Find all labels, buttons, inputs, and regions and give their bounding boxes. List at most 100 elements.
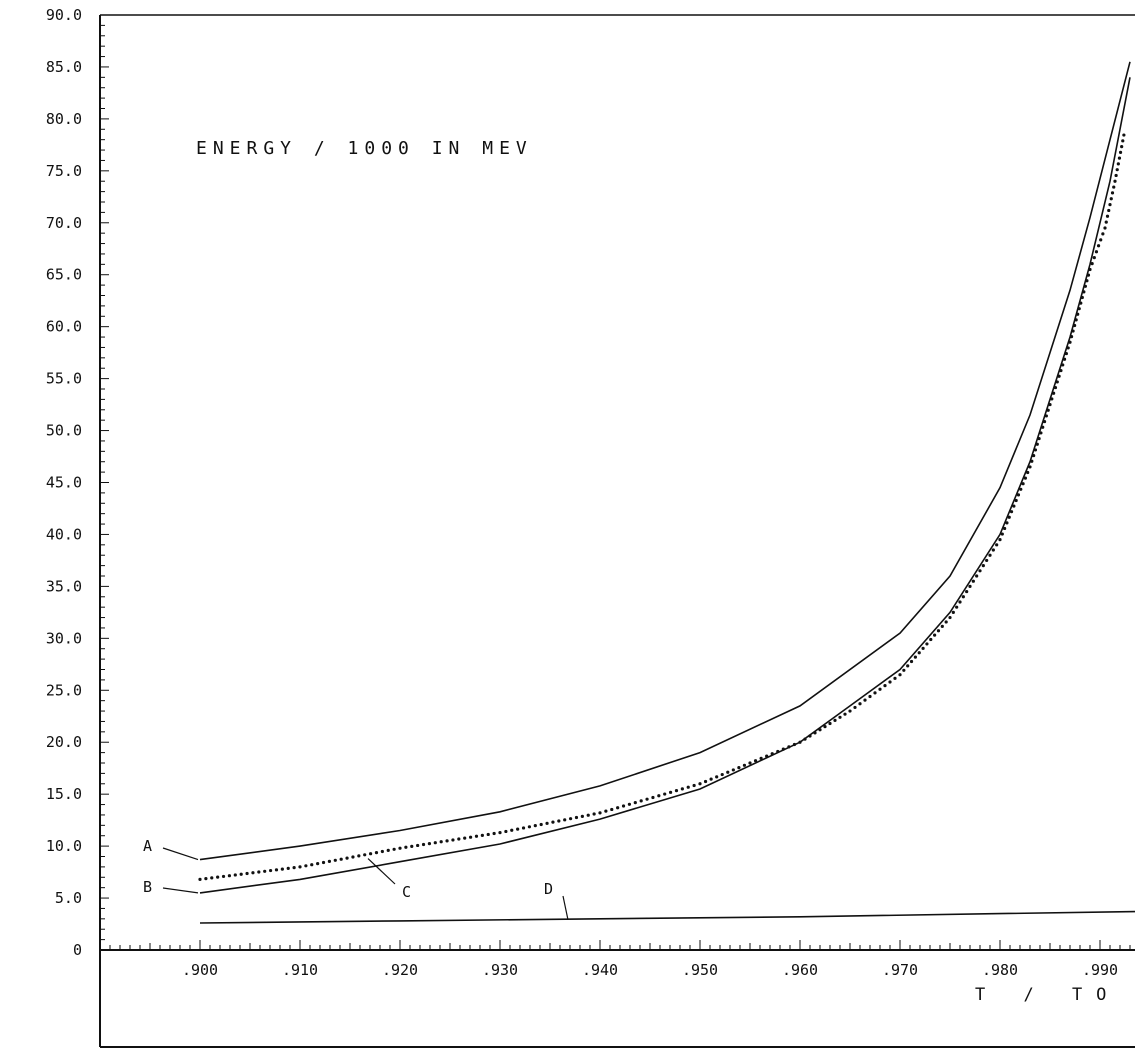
series-c-point: [944, 620, 948, 624]
series-c-point: [357, 854, 361, 858]
series-c-point: [563, 818, 567, 822]
series-c-point: [480, 833, 484, 837]
x-tick-label: .920: [382, 961, 418, 979]
series-c-point: [868, 694, 872, 699]
series-c-point: [386, 848, 390, 852]
series-c-point: [333, 858, 337, 862]
series-c-point: [1080, 295, 1084, 300]
plot-frame: [99, 14, 1135, 1048]
series-c-point: [239, 872, 243, 876]
y-tick-label: 25.0: [46, 681, 82, 699]
series-c-point: [516, 827, 520, 831]
series-c-point: [958, 600, 962, 604]
series-c-point: [1066, 346, 1070, 350]
series-c-point: [398, 846, 402, 850]
y-tick-label: 70.0: [46, 214, 82, 232]
series-c-point: [445, 839, 449, 843]
series-c-point: [1109, 197, 1113, 201]
curve-label-b: B: [143, 878, 152, 896]
curve-label-d: D: [544, 880, 553, 898]
series-c-point: [873, 691, 877, 695]
x-tick-label: .980: [982, 961, 1018, 979]
series-c-point: [995, 543, 999, 547]
series-c-point: [216, 875, 220, 879]
y-tick-label: 60.0: [46, 318, 82, 336]
series-c-point: [1052, 391, 1056, 395]
series-c-point: [633, 801, 637, 805]
series-c-point: [274, 868, 279, 872]
series-c-point: [504, 829, 508, 834]
series-c-point: [1121, 139, 1125, 143]
series-c-point: [557, 819, 561, 823]
series-c-point: [913, 655, 917, 659]
series-c-point: [339, 857, 343, 861]
series-c-point: [298, 865, 302, 869]
series-c-point: [1069, 335, 1074, 339]
y-tick-label: 0: [73, 941, 82, 959]
series-c-point: [988, 553, 992, 557]
series-c-point: [1122, 133, 1126, 137]
series-c-point: [1086, 273, 1091, 277]
series-c-point: [1113, 179, 1117, 183]
series-c-point: [940, 624, 944, 628]
series-c-point: [221, 874, 226, 879]
series-c-point: [893, 676, 897, 680]
series-c-point: [527, 825, 532, 829]
series-c-point: [951, 610, 955, 614]
series-c-point: [731, 768, 735, 772]
series-c-point: [703, 779, 708, 784]
series-c-point: [304, 864, 308, 868]
series-c-point: [961, 595, 965, 599]
series-c-point: [1023, 476, 1027, 480]
y-tick-label: 30.0: [46, 629, 82, 647]
series-c-point: [321, 860, 326, 865]
series-c-point: [1104, 220, 1108, 224]
series-c-point: [1108, 202, 1112, 207]
series-c-point: [198, 877, 202, 881]
series-c-point: [433, 841, 437, 845]
series-c-point: [680, 787, 684, 791]
series-c-point: [598, 811, 602, 815]
series-c-point: [427, 842, 432, 846]
series-c-point: [645, 797, 649, 801]
y-tick-label: 85.0: [46, 58, 82, 76]
series-c-point: [898, 673, 902, 677]
x-tick-label: .990: [1082, 961, 1118, 979]
series-c-point: [1048, 402, 1052, 407]
series-c-point: [451, 838, 455, 842]
y-tick-label: 55.0: [46, 370, 82, 388]
series-c-point: [1076, 312, 1080, 316]
series-c-point: [1090, 261, 1094, 266]
series-c-point: [853, 705, 857, 710]
series-c-point: [1115, 168, 1119, 172]
series-c-point: [210, 876, 214, 880]
series-c-point: [580, 814, 584, 818]
series-c-point: [1062, 357, 1067, 361]
series-c-point: [1005, 521, 1009, 525]
series-c-point: [363, 853, 367, 857]
series-c-point: [545, 821, 549, 825]
series-c-point: [921, 646, 925, 650]
series-c-point: [463, 836, 467, 840]
series-c-point: [1103, 226, 1107, 230]
series-c-point: [792, 742, 797, 747]
series-c-point: [1030, 459, 1034, 463]
series-c-point: [955, 605, 959, 609]
series-c-point: [737, 766, 741, 770]
series-c-point: [765, 754, 769, 758]
series-c-point: [863, 698, 867, 702]
series-c-point: [1071, 329, 1075, 333]
series-c-point: [808, 734, 812, 738]
chart-title: ENERGY / 1000 IN MEV: [196, 138, 533, 159]
series-c-point: [787, 745, 791, 749]
series-c-point: [878, 687, 882, 691]
series-c-point: [1032, 453, 1036, 458]
series-c-point: [263, 869, 267, 873]
x-tick-label: .910: [282, 961, 318, 979]
series-c-point: [1064, 351, 1068, 356]
series-c-point: [1007, 515, 1011, 519]
series-c-point: [985, 558, 989, 563]
series-c-point: [257, 870, 261, 874]
label-leader-a: [162, 847, 199, 861]
